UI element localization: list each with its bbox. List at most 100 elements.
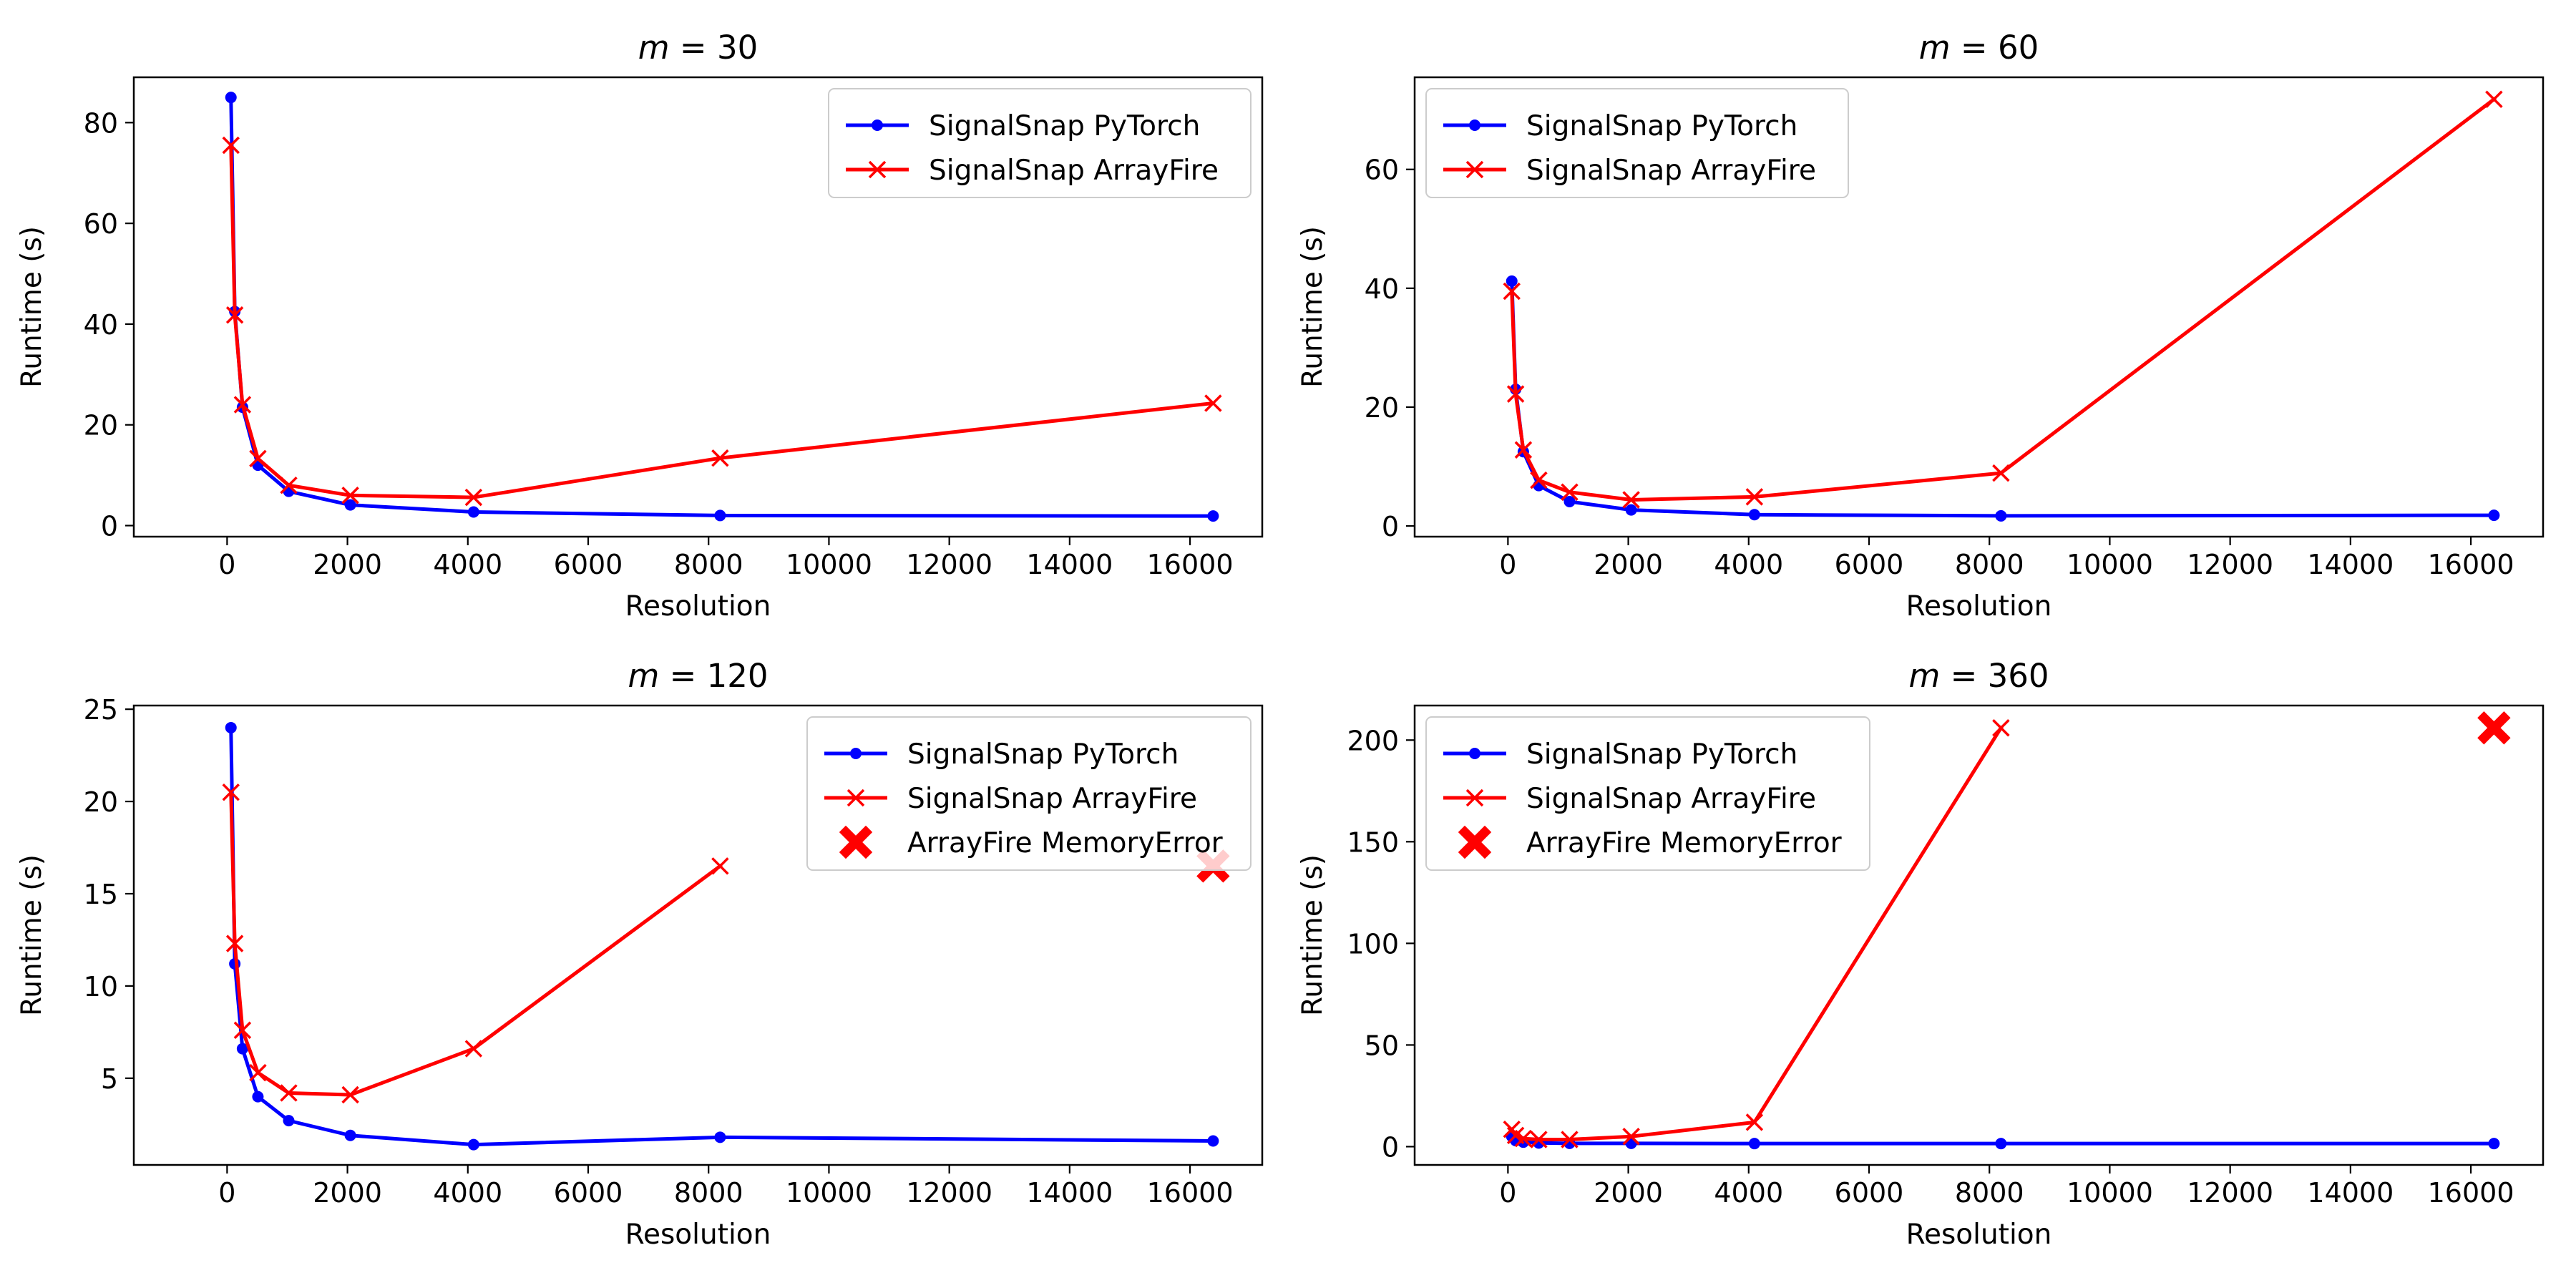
- y-tick-label: 50: [1365, 1030, 1399, 1061]
- chart-4: 0 2000 4000 6000 8000 10000 12000 14000 16000 0 50…: [1297, 657, 2545, 1251]
- y-axis-label: Runtime (s): [1297, 854, 1329, 1016]
- x-axis-label: Resolution: [1906, 1219, 2052, 1251]
- legend: SignalSnap PyTorch SignalSnap ArrayFire Ar…: [806, 716, 1252, 871]
- data-point: [222, 136, 240, 155]
- x-tick-label: 10000: [2067, 1177, 2153, 1209]
- data-point: [2485, 90, 2503, 108]
- y-tick-label: 40: [1365, 273, 1399, 305]
- legend-item-2: SignalSnap ArrayFire: [824, 783, 1197, 815]
- legend-marker: [1469, 748, 1480, 759]
- data-point: [714, 1131, 726, 1143]
- data-point: [1622, 1127, 1640, 1146]
- y-axis-label: Runtime (s): [16, 854, 48, 1016]
- data-point: [1561, 1131, 1579, 1148]
- x-tick-label: 8000: [1955, 549, 2024, 580]
- x-tick-label: 10000: [786, 1177, 872, 1209]
- x-tick-label: 10000: [2067, 549, 2153, 580]
- data-point: [1207, 1135, 1219, 1147]
- chart-title: m = 120: [628, 657, 768, 695]
- data-point: [222, 783, 240, 801]
- legend-box: [1425, 716, 1870, 871]
- x-tick-label: 2000: [313, 549, 382, 580]
- data-point: [344, 1129, 356, 1141]
- data-point: [1745, 488, 1764, 506]
- legend-item-2: SignalSnap ArrayFire: [846, 155, 1219, 187]
- x-tick-label: 2000: [1594, 1177, 1663, 1209]
- y-axis-label: Runtime (s): [16, 226, 48, 388]
- legend-label: SignalSnap ArrayFire: [907, 783, 1197, 815]
- data-point: [714, 509, 726, 522]
- legend-item-1: SignalSnap PyTorch: [1443, 110, 1797, 142]
- x-tick-label: 12000: [906, 1177, 992, 1209]
- data-point: [1995, 1138, 2007, 1150]
- chart-title: m = 60: [1919, 29, 2039, 67]
- legend-label: SignalSnap PyTorch: [1526, 110, 1797, 142]
- data-point: [711, 857, 729, 875]
- y-tick-label: 60: [84, 208, 118, 240]
- axes-frame: [1413, 76, 2545, 538]
- data-point: [236, 1043, 248, 1055]
- data-point: [1506, 385, 1525, 403]
- series-2: [222, 783, 729, 1104]
- data-point: [1745, 1113, 1764, 1131]
- x-tick-label: 16000: [2428, 549, 2514, 580]
- data-point: [1748, 509, 1760, 521]
- chart-3: 0 2000 4000 6000 8000 10000 12000 14000 16000 5 10…: [16, 657, 1264, 1251]
- data-point: [252, 1091, 264, 1103]
- x-tick-label: 12000: [2187, 1177, 2273, 1209]
- data-point: [464, 488, 483, 507]
- data-point: [280, 476, 298, 494]
- data-point: [1514, 1129, 1533, 1148]
- chart-1: 0 2000 4000 6000 8000 10000 12000 14000 16000 0 20…: [16, 29, 1264, 623]
- legend-box: [828, 88, 1252, 198]
- x-tick-label: 6000: [554, 549, 623, 580]
- legend: SignalSnap PyTorch SignalSnap ArrayFire: [1425, 88, 1849, 198]
- legend-item-1: SignalSnap PyTorch: [1443, 738, 1797, 771]
- legend-box: [806, 716, 1252, 871]
- y-tick-label: 20: [84, 410, 118, 441]
- x-tick-label: 8000: [1955, 1177, 2024, 1209]
- series-2: [1503, 719, 2010, 1148]
- chart-title-variable: m: [1908, 657, 1940, 695]
- chart-title-value: = 30: [670, 29, 758, 67]
- data-point: [249, 449, 267, 468]
- chart-title-value: = 360: [1940, 657, 2049, 695]
- data-point: [1514, 441, 1533, 459]
- data-layer: [1503, 90, 2503, 522]
- data-point: [2488, 1138, 2500, 1150]
- legend-label: ArrayFire MemoryError: [1526, 827, 1843, 859]
- y-axis-label: Runtime (s): [1297, 226, 1329, 388]
- data-point: [225, 935, 244, 952]
- series-line: [229, 790, 723, 1097]
- y-tick-label: 10: [84, 971, 118, 1002]
- legend-item-2: SignalSnap ArrayFire: [1443, 155, 1816, 187]
- y-tick-label: 100: [1347, 928, 1399, 960]
- x-tick-label: 6000: [1835, 549, 1904, 580]
- legend-item-1: SignalSnap PyTorch: [846, 110, 1200, 142]
- data-point: [225, 721, 237, 733]
- data-point: [1748, 1138, 1760, 1150]
- x-tick-label: 12000: [2187, 549, 2273, 580]
- data-point: [1992, 719, 2010, 737]
- legend-marker: [847, 789, 865, 807]
- chart-title-value: = 120: [659, 657, 768, 695]
- legend-label: SignalSnap PyTorch: [907, 738, 1179, 771]
- series-3: [2477, 711, 2511, 745]
- y-tick-label: 5: [101, 1063, 118, 1095]
- chart-title-value: = 60: [1951, 29, 2039, 67]
- x-tick-label: 6000: [554, 1177, 623, 1209]
- legend-marker: [868, 160, 887, 179]
- x-tick-label: 16000: [1147, 549, 1234, 580]
- chart-title-variable: m: [1919, 29, 1951, 67]
- data-point: [233, 396, 252, 414]
- data-point: [1995, 509, 2007, 522]
- x-tick-label: 0: [1499, 1177, 1516, 1209]
- y-tick-label: 80: [84, 107, 118, 139]
- x-tick-label: 12000: [906, 549, 992, 580]
- data-point: [1992, 464, 2010, 482]
- x-tick-label: 14000: [2307, 549, 2394, 580]
- legend-marker: [872, 119, 883, 131]
- data-point: [225, 92, 237, 104]
- x-tick-label: 0: [1499, 549, 1516, 580]
